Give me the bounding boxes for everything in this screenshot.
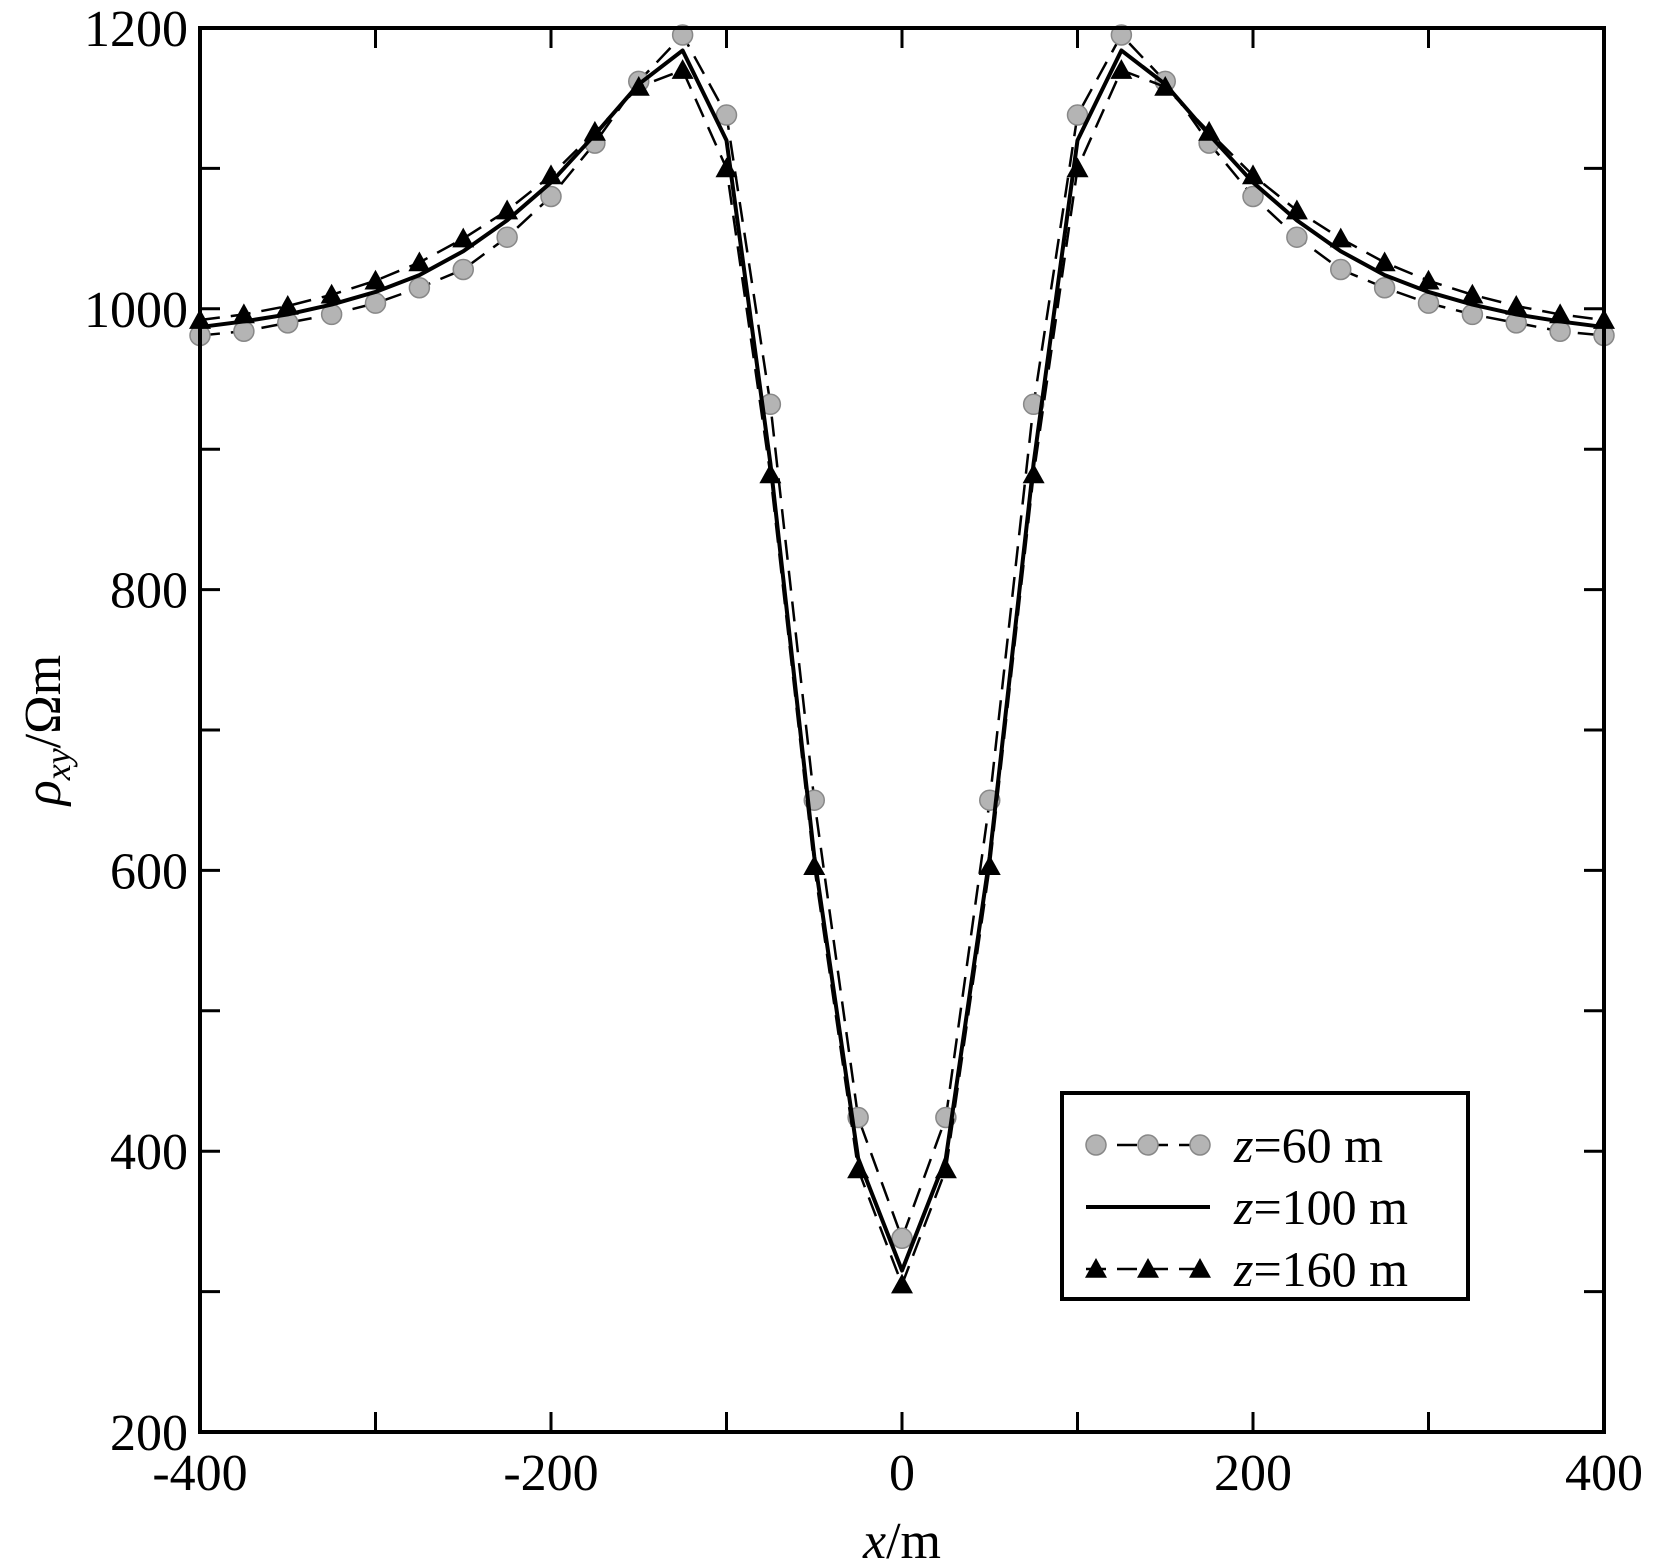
legend-marker	[1189, 1134, 1211, 1156]
legend-entries: z=60 mz=100 mz=160 m	[1085, 1117, 1408, 1297]
series-2	[189, 59, 1615, 1294]
data-point	[1066, 157, 1089, 178]
data-point	[1417, 269, 1440, 290]
y-tick-label: 1000	[84, 282, 188, 339]
data-point	[1373, 251, 1396, 272]
data-point	[496, 226, 518, 248]
legend-label-var: z	[1233, 1179, 1253, 1235]
data-point	[232, 303, 255, 324]
data-point	[1286, 226, 1308, 248]
x-tick-label: -400	[152, 1445, 247, 1502]
data-point	[408, 251, 431, 272]
legend-marker	[1137, 1134, 1159, 1156]
legend-marker	[1085, 1258, 1107, 1278]
data-point	[496, 199, 519, 220]
legend-label: z=60 m	[1233, 1117, 1383, 1173]
data-point	[364, 292, 387, 314]
data-point	[1505, 294, 1528, 315]
data-point	[583, 120, 606, 141]
data-point	[1417, 292, 1440, 314]
legend-box	[1060, 1091, 1470, 1301]
data-point	[1373, 276, 1396, 299]
y-axis-label-unit: /Ωm	[15, 655, 72, 749]
y-axis-label-symbol: ρ	[15, 780, 72, 807]
data-point	[1461, 283, 1484, 304]
data-point	[1154, 75, 1177, 96]
legend-label: z=100 m	[1233, 1179, 1408, 1235]
plot-content	[189, 24, 1615, 1294]
data-point	[803, 855, 826, 875]
data-point	[1242, 164, 1264, 185]
data-point	[934, 1158, 957, 1179]
legend-label-var: z	[1233, 1117, 1253, 1173]
y-tick-label: 600	[110, 843, 188, 900]
series-line	[199, 48, 1605, 1273]
data-point	[627, 75, 650, 96]
data-point	[715, 157, 738, 178]
x-axis-label: x/m	[862, 1513, 941, 1567]
data-point	[1242, 185, 1264, 208]
legend-label-value: =60 m	[1253, 1117, 1383, 1173]
data-point	[540, 164, 562, 185]
legend-entry: z=60 m	[1085, 1117, 1383, 1173]
legend-label: z=160 m	[1233, 1241, 1408, 1297]
data-point	[1110, 59, 1133, 79]
x-tick-label: 200	[1214, 1445, 1292, 1502]
data-point	[671, 59, 694, 79]
data-point	[452, 227, 475, 248]
legend-label-value: =100 m	[1253, 1179, 1408, 1235]
data-point	[715, 104, 738, 126]
data-point	[671, 24, 694, 46]
data-point	[320, 283, 343, 304]
y-tick-label: 200	[110, 1405, 188, 1462]
axis-ticks: -400 -200 0 200 400 200 400 600 800 1000 1200	[84, 1, 1643, 1502]
legend-entry: z=100 m	[1086, 1179, 1408, 1235]
x-tick-label: 400	[1565, 1445, 1643, 1502]
y-tick-label: 400	[110, 1124, 188, 1181]
series-1	[199, 48, 1605, 1273]
data-point	[847, 1158, 870, 1179]
y-tick-label: 800	[110, 563, 188, 620]
data-point	[540, 185, 562, 208]
legend-entry: z=160 m	[1085, 1241, 1408, 1297]
data-point	[1198, 120, 1221, 141]
x-tick-label: -200	[503, 1445, 598, 1502]
legend-marker	[1189, 1258, 1211, 1278]
data-point	[978, 855, 1001, 875]
x-tick-label: 0	[889, 1445, 915, 1502]
x-axis-label-unit: /m	[886, 1513, 941, 1567]
legend-marker	[1137, 1258, 1159, 1278]
legend-label-value: =160 m	[1253, 1241, 1408, 1297]
data-point	[452, 258, 474, 281]
data-point	[276, 294, 299, 315]
series-0	[189, 24, 1615, 1249]
data-point	[408, 276, 431, 299]
x-axis-label-var: x	[862, 1513, 886, 1567]
data-point	[364, 269, 387, 290]
data-point	[1110, 24, 1133, 46]
data-point	[759, 463, 782, 484]
data-point	[891, 1227, 913, 1249]
legend: z=60 mz=100 mz=160 m	[1060, 1091, 1470, 1301]
y-tick-label: 1200	[84, 1, 188, 58]
data-point	[891, 1273, 913, 1294]
data-point	[1285, 199, 1308, 220]
legend-marker	[1085, 1134, 1107, 1156]
data-point	[1549, 303, 1572, 324]
data-point	[1022, 463, 1045, 484]
data-point	[1066, 104, 1089, 126]
data-point	[1330, 258, 1352, 281]
y-axis-label: ρxy/Ωm	[15, 655, 78, 807]
data-point	[1329, 227, 1352, 248]
legend-label-var: z	[1233, 1241, 1253, 1297]
y-axis-label-subscript: xy	[38, 748, 78, 781]
series-line	[199, 33, 1605, 1240]
